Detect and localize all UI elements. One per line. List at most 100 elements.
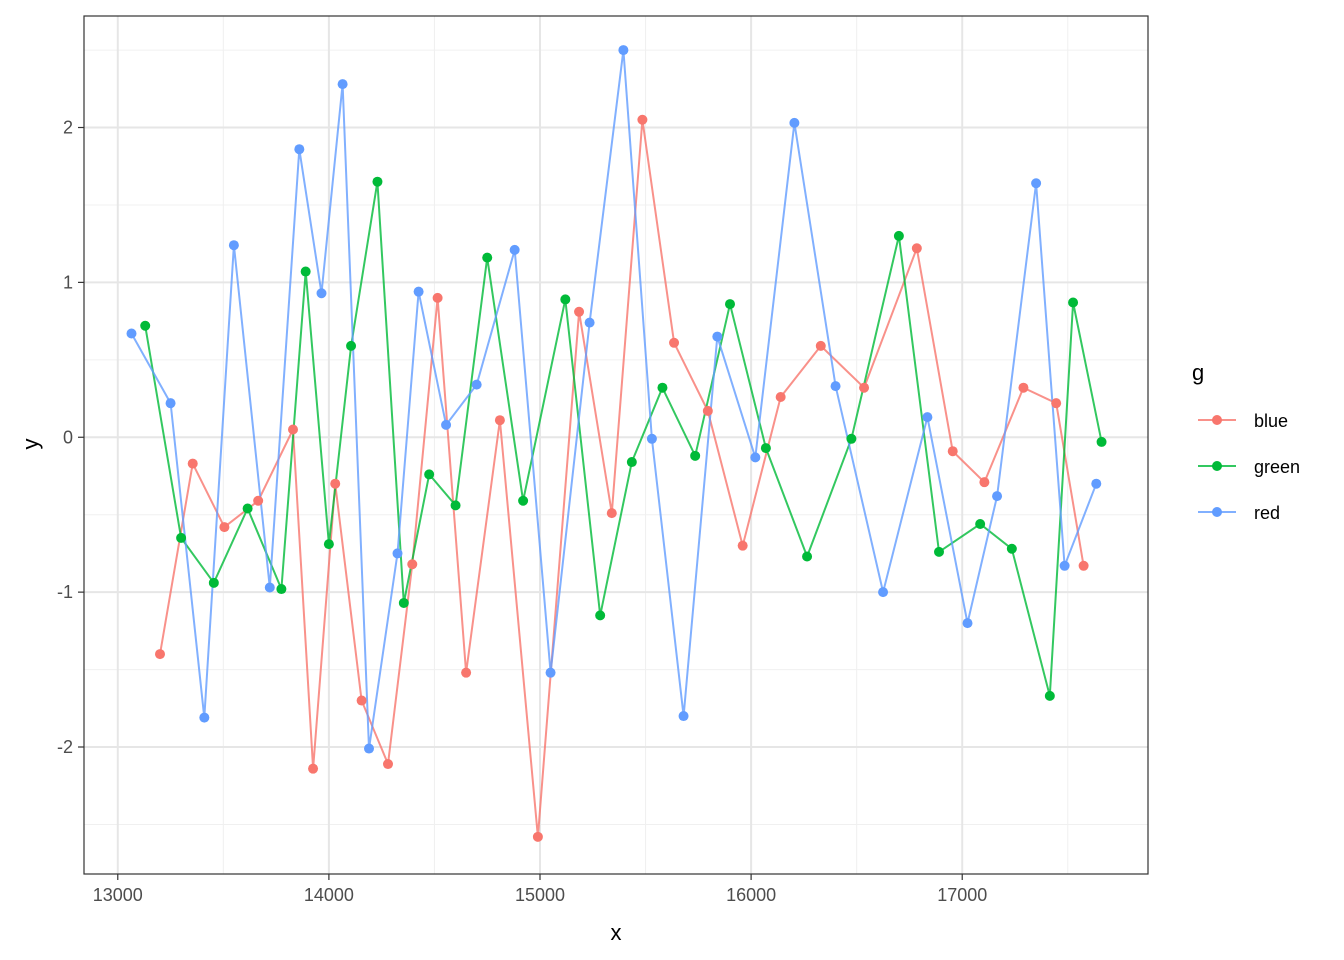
data-point-green <box>893 230 904 241</box>
data-point-blue <box>606 508 617 519</box>
data-point-blue <box>815 340 826 351</box>
data-point-green <box>595 610 606 621</box>
y-tick-label: -1 <box>57 582 73 602</box>
data-point-red <box>471 379 482 390</box>
data-point-blue <box>187 458 198 469</box>
panel-border <box>83 15 1149 875</box>
y-tick-label: -2 <box>57 737 73 757</box>
data-point-green <box>450 500 461 511</box>
data-point-blue <box>308 763 319 774</box>
y-tick-label: 1 <box>63 272 73 292</box>
data-point-blue <box>356 695 367 706</box>
data-point-blue <box>1051 398 1062 409</box>
data-point-green <box>424 469 435 480</box>
data-point-blue <box>702 405 713 416</box>
x-tick-label: 15000 <box>515 885 565 905</box>
data-point-red <box>316 288 327 299</box>
data-point-blue <box>637 114 648 125</box>
data-point-red <box>199 712 210 723</box>
data-point-red <box>545 667 556 678</box>
data-point-red <box>509 244 520 255</box>
y-tick-label: 0 <box>63 427 73 447</box>
data-point-green <box>1006 543 1017 554</box>
axes: 13000 14000 15000 16000 17000 -2 -1 0 1 2 <box>57 15 1149 905</box>
data-point-blue <box>1078 560 1089 571</box>
data-point-blue <box>288 424 298 435</box>
y-axis-title: y <box>18 439 43 450</box>
data-point-blue <box>669 337 680 348</box>
data-point-red <box>678 711 689 722</box>
data-point-green <box>1096 436 1107 447</box>
data-point-red <box>264 582 275 593</box>
data-point-blue <box>574 306 585 317</box>
data-point-red <box>830 381 841 392</box>
data-point-green <box>626 457 637 468</box>
data-point-green <box>518 495 529 506</box>
series-line-green <box>144 181 1103 697</box>
data-point-green <box>1068 297 1079 308</box>
data-point-green <box>482 252 493 263</box>
data-point-red <box>441 419 452 430</box>
data-point-red <box>126 328 137 339</box>
data-point-green <box>725 299 735 310</box>
x-tick-label: 17000 <box>937 885 987 905</box>
gridlines <box>84 16 1148 874</box>
data-point-red <box>618 45 629 56</box>
y-tick-label: 2 <box>63 118 73 138</box>
data-point-green <box>1044 690 1055 701</box>
data-point-red <box>922 412 933 423</box>
x-tick-label: 14000 <box>304 885 354 905</box>
data-point-red <box>364 743 374 754</box>
data-point-green <box>372 176 383 187</box>
legend: g blue green red <box>1192 360 1300 523</box>
data-point-blue <box>911 243 922 254</box>
data-point-blue <box>219 522 230 533</box>
data-point-blue <box>947 446 958 457</box>
data-point-green <box>802 551 813 562</box>
data-point-red <box>294 144 305 155</box>
data-point-red <box>228 240 239 251</box>
data-point-red <box>392 548 403 559</box>
data-point-blue <box>461 667 472 678</box>
data-point-blue <box>775 391 786 402</box>
panel-background <box>84 16 1148 874</box>
data-point-red <box>750 452 761 463</box>
data-point-red <box>165 398 176 409</box>
x-tick-label: 16000 <box>726 885 776 905</box>
data-point-green <box>242 503 253 514</box>
data-point-red <box>1091 478 1102 489</box>
legend-label-green: green <box>1254 457 1300 477</box>
data-point-red <box>1059 560 1070 571</box>
data-point-blue <box>155 649 165 660</box>
data-point-blue <box>383 759 393 770</box>
series-line-red <box>130 49 1098 749</box>
data-point-green <box>760 443 771 454</box>
data-point-blue <box>494 415 505 426</box>
data-point-green <box>176 532 187 543</box>
data-point-green <box>140 320 151 331</box>
data-point-green <box>690 450 701 461</box>
data-point-blue <box>737 540 748 551</box>
legend-label-blue: blue <box>1254 411 1288 431</box>
data-point-green <box>208 577 219 588</box>
data-point-green <box>276 584 287 595</box>
data-point-red <box>712 331 723 342</box>
data-point-red <box>337 79 348 90</box>
data-point-green <box>300 266 311 277</box>
data-point-red <box>646 433 657 444</box>
data-point-green <box>398 597 409 608</box>
data-point-green <box>657 382 668 393</box>
x-axis-title: x <box>611 920 622 945</box>
data-point-red <box>789 117 800 128</box>
legend-key-point-red <box>1212 507 1222 517</box>
data-point-green <box>846 433 857 444</box>
legend-key-point-green <box>1212 461 1222 471</box>
legend-label-red: red <box>1254 503 1280 523</box>
series-points <box>126 45 1107 842</box>
data-point-red <box>1031 178 1042 189</box>
data-point-blue <box>432 292 443 303</box>
data-point-blue <box>253 495 264 506</box>
data-point-blue <box>859 382 870 393</box>
data-point-red <box>962 618 973 629</box>
